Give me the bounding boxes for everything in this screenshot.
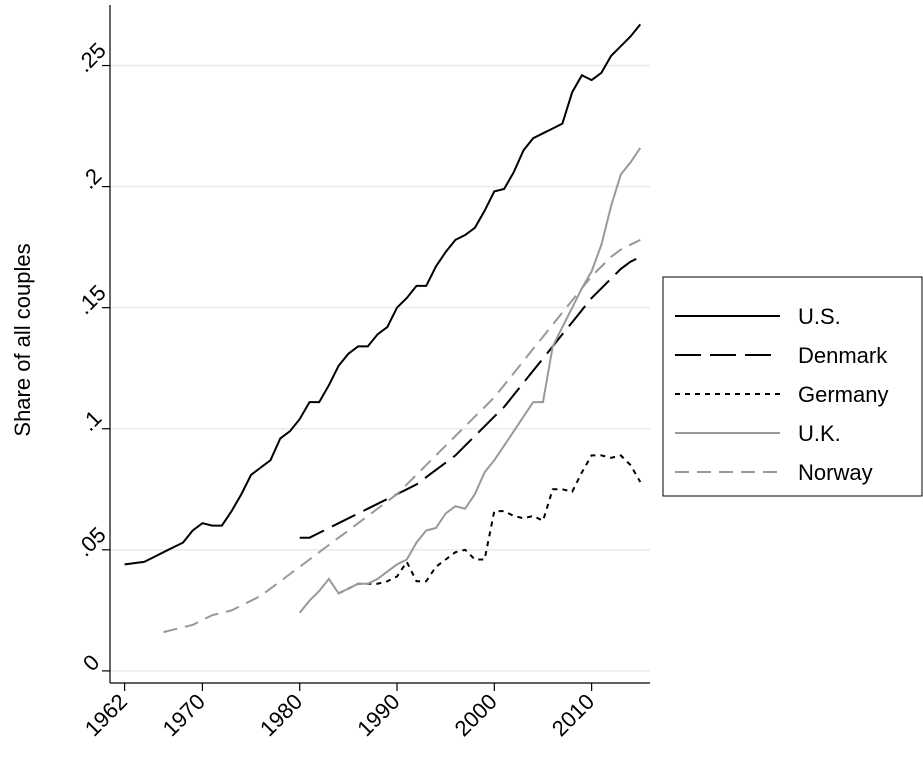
y-tick-label: .15: [72, 280, 111, 319]
series-line: [124, 23, 642, 566]
y-tick-label: .25: [72, 38, 111, 77]
legend-box: [662, 276, 923, 497]
y-tick-label: 0: [78, 650, 104, 676]
series-line: [299, 255, 641, 539]
x-tick-label: 2000: [450, 689, 502, 741]
y-tick-label: .05: [72, 522, 111, 561]
x-tick-label: 1990: [352, 689, 404, 741]
x-tick-label: 2010: [547, 689, 599, 741]
y-axis-title: Share of all couples: [10, 243, 35, 436]
x-tick-label: 1980: [255, 689, 307, 741]
legend-label: Denmark: [798, 343, 888, 368]
series-line: [298, 147, 642, 614]
y-tick-label: .2: [76, 163, 107, 194]
series-line: [163, 239, 641, 634]
x-tick-label: 1970: [158, 689, 210, 741]
legend-label: U.S.: [798, 304, 841, 329]
legend-label: U.K.: [798, 421, 841, 446]
legend-label: Norway: [798, 460, 873, 485]
x-tick-label: 1962: [80, 689, 132, 741]
y-tick-label: .1: [76, 405, 107, 436]
legend-label: Germany: [798, 382, 888, 407]
series-line: [338, 454, 642, 595]
